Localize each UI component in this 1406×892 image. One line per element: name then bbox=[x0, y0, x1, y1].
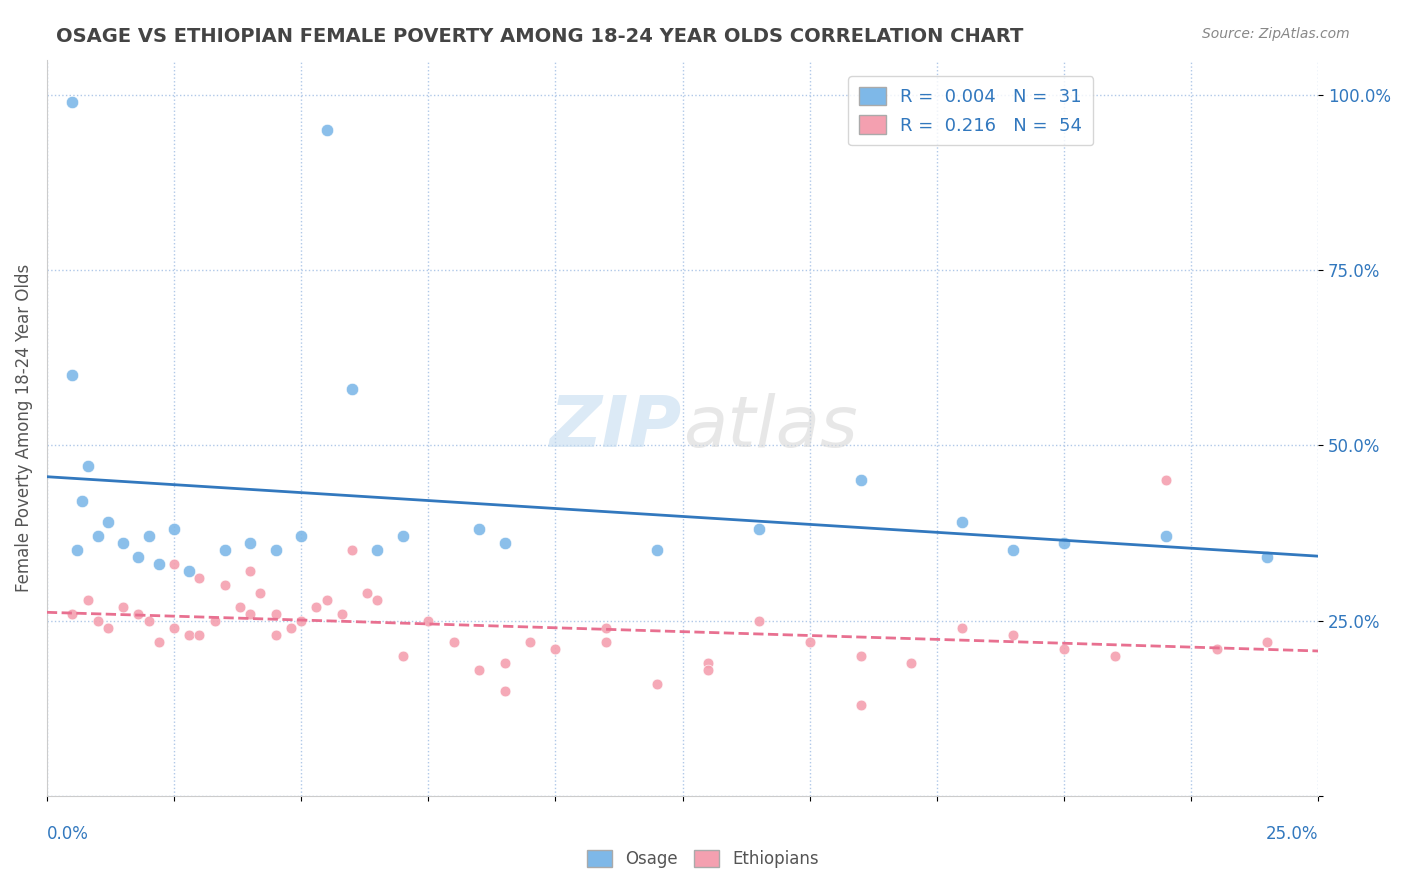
Point bbox=[799, 634, 821, 648]
Text: ZIP: ZIP bbox=[550, 393, 682, 462]
Point bbox=[148, 558, 170, 572]
Point bbox=[315, 122, 337, 136]
Point bbox=[697, 663, 720, 677]
Point bbox=[340, 543, 363, 558]
Point bbox=[163, 621, 186, 635]
Point bbox=[900, 656, 922, 670]
Point bbox=[468, 522, 491, 536]
Point bbox=[366, 543, 388, 558]
Point bbox=[188, 572, 211, 586]
Point bbox=[112, 599, 135, 614]
Point bbox=[544, 641, 567, 656]
Point bbox=[264, 627, 287, 641]
Text: Source: ZipAtlas.com: Source: ZipAtlas.com bbox=[1202, 27, 1350, 41]
Point bbox=[112, 536, 135, 550]
Point bbox=[1053, 536, 1076, 550]
Point bbox=[188, 627, 211, 641]
Text: OSAGE VS ETHIOPIAN FEMALE POVERTY AMONG 18-24 YEAR OLDS CORRELATION CHART: OSAGE VS ETHIOPIAN FEMALE POVERTY AMONG … bbox=[56, 27, 1024, 45]
Point bbox=[494, 536, 516, 550]
Point bbox=[697, 656, 720, 670]
Point bbox=[315, 592, 337, 607]
Point bbox=[148, 634, 170, 648]
Point bbox=[290, 529, 312, 543]
Point bbox=[1154, 529, 1177, 543]
Point bbox=[1104, 648, 1126, 663]
Point bbox=[239, 565, 262, 579]
Point bbox=[76, 459, 98, 474]
Legend: R =  0.004   N =  31, R =  0.216   N =  54: R = 0.004 N = 31, R = 0.216 N = 54 bbox=[848, 76, 1092, 145]
Point bbox=[72, 494, 94, 508]
Point bbox=[494, 683, 516, 698]
Point bbox=[418, 614, 440, 628]
Point bbox=[1002, 543, 1025, 558]
Point bbox=[392, 529, 415, 543]
Point bbox=[179, 565, 201, 579]
Point bbox=[595, 621, 617, 635]
Point bbox=[392, 648, 415, 663]
Point bbox=[595, 634, 617, 648]
Point bbox=[127, 550, 149, 565]
Point bbox=[87, 614, 110, 628]
Point bbox=[239, 607, 262, 621]
Point bbox=[748, 614, 770, 628]
Point bbox=[264, 607, 287, 621]
Point bbox=[468, 663, 491, 677]
Y-axis label: Female Poverty Among 18-24 Year Olds: Female Poverty Among 18-24 Year Olds bbox=[15, 264, 32, 592]
Point bbox=[204, 614, 226, 628]
Point bbox=[1002, 627, 1025, 641]
Point bbox=[645, 676, 668, 690]
Point bbox=[366, 592, 388, 607]
Point bbox=[163, 558, 186, 572]
Point bbox=[950, 516, 973, 530]
Point bbox=[849, 648, 872, 663]
Point bbox=[179, 627, 201, 641]
Point bbox=[214, 578, 236, 592]
Point bbox=[340, 382, 363, 396]
Point bbox=[60, 607, 83, 621]
Point bbox=[1154, 473, 1177, 487]
Point bbox=[849, 698, 872, 712]
Text: 0.0%: 0.0% bbox=[46, 825, 89, 843]
Point bbox=[249, 585, 271, 599]
Point bbox=[138, 614, 160, 628]
Point bbox=[330, 607, 353, 621]
Point bbox=[239, 536, 262, 550]
Point bbox=[950, 621, 973, 635]
Point bbox=[97, 621, 120, 635]
Point bbox=[645, 543, 668, 558]
Point bbox=[163, 522, 186, 536]
Point bbox=[1053, 641, 1076, 656]
Point bbox=[356, 585, 378, 599]
Point bbox=[66, 543, 89, 558]
Point bbox=[138, 529, 160, 543]
Point bbox=[443, 634, 465, 648]
Point bbox=[305, 599, 328, 614]
Point bbox=[229, 599, 252, 614]
Point bbox=[519, 634, 541, 648]
Point bbox=[748, 522, 770, 536]
Point bbox=[264, 543, 287, 558]
Point bbox=[849, 473, 872, 487]
Point bbox=[87, 529, 110, 543]
Point bbox=[60, 368, 83, 383]
Legend: Osage, Ethiopians: Osage, Ethiopians bbox=[581, 843, 825, 875]
Point bbox=[290, 614, 312, 628]
Point bbox=[280, 621, 302, 635]
Point bbox=[97, 516, 120, 530]
Text: 25.0%: 25.0% bbox=[1265, 825, 1319, 843]
Point bbox=[494, 656, 516, 670]
Text: atlas: atlas bbox=[682, 393, 858, 462]
Point bbox=[76, 592, 98, 607]
Point bbox=[1205, 641, 1227, 656]
Point bbox=[214, 543, 236, 558]
Point bbox=[127, 607, 149, 621]
Point bbox=[60, 95, 83, 109]
Point bbox=[1256, 634, 1278, 648]
Point bbox=[1256, 550, 1278, 565]
